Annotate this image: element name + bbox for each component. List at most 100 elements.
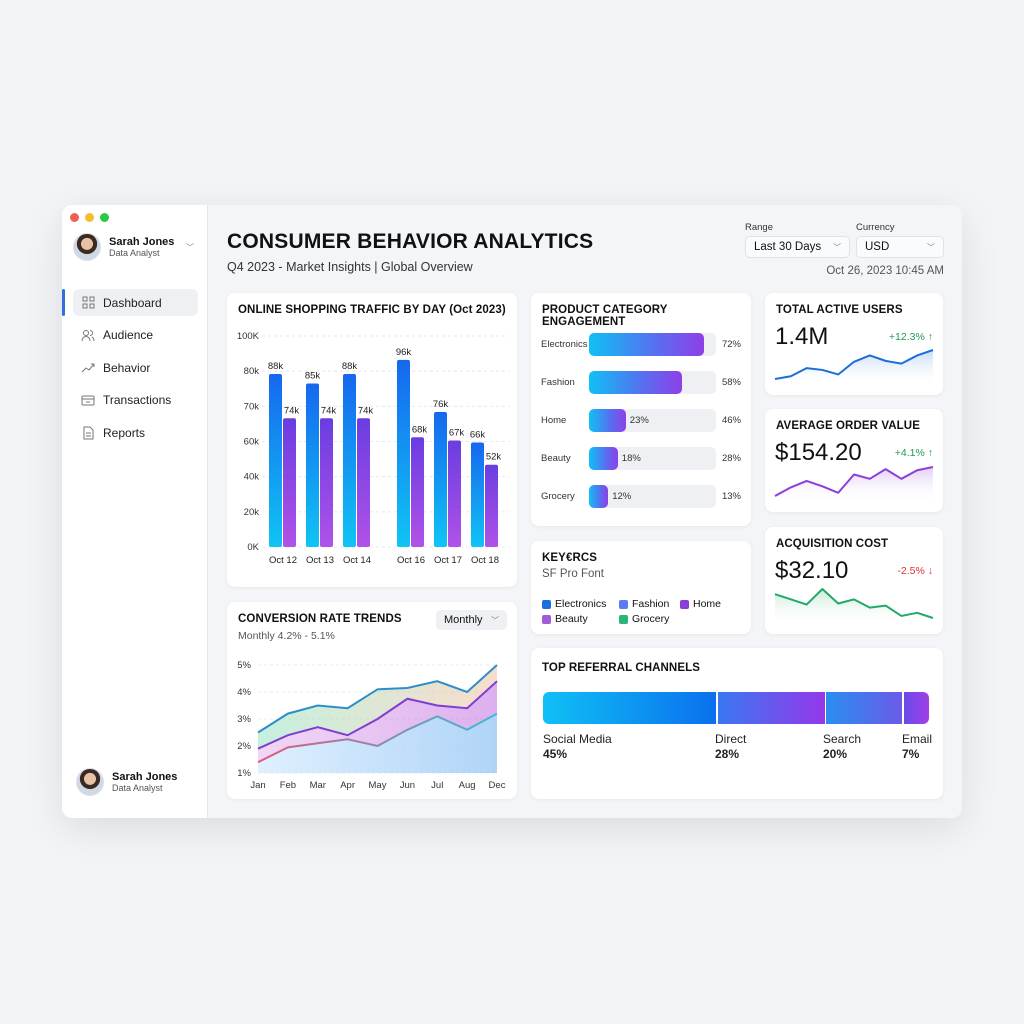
kpi-card-acquisition-cost: ACQUISITION COST $32.10 -2.5% ↓ xyxy=(765,527,943,634)
bar-fill xyxy=(589,333,705,356)
bar xyxy=(471,442,484,547)
channel-label: Search xyxy=(823,732,862,746)
bar-value-label: 58% xyxy=(721,377,741,388)
app-window: Sarah Jones Data Analyst ﹀ Dashboard Aud… xyxy=(62,205,962,818)
category-row: Home 23% 46% xyxy=(531,409,751,433)
document-icon xyxy=(81,426,95,440)
bar xyxy=(269,373,282,547)
kpi-value: $32.10 xyxy=(775,557,849,584)
x-tick-label: Apr xyxy=(340,780,355,791)
bar-inner-label: 12% xyxy=(612,491,632,502)
page-subtitle: Q4 2023 - Market Insights | Global Overv… xyxy=(227,260,473,274)
range-select[interactable]: Last 30 Days ﹀ xyxy=(745,236,850,258)
bar-value-label: 66k xyxy=(470,430,486,441)
card-title: ONLINE SHOPPING TRAFFIC BY DAY (Oct 2023… xyxy=(238,304,506,316)
channel-label: Social Media xyxy=(543,732,612,746)
y-tick-label: 0K xyxy=(247,542,259,553)
x-tick-label: Jun xyxy=(400,780,415,791)
kpi-card-order-value: AVERAGE ORDER VALUE $154.20 +4.1% ↑ xyxy=(765,409,943,512)
card-title: TOP REFERRAL CHANNELS xyxy=(542,662,701,674)
profile-role: Data Analyst xyxy=(109,248,160,258)
minimize-button[interactable] xyxy=(85,213,94,222)
profile-menu[interactable]: Sarah Jones Data Analyst ﹀ xyxy=(73,233,198,261)
page-title: CONSUMER BEHAVIOR ANALYTICS xyxy=(227,230,594,253)
area-band xyxy=(258,665,497,749)
channel-label: Email xyxy=(902,732,933,746)
y-tick-label: 70k xyxy=(244,401,260,412)
sidebar-item-transactions[interactable]: Transactions xyxy=(73,387,198,414)
category-row: Electronics 72% xyxy=(531,333,751,357)
sidebar-item-reports[interactable]: Reports xyxy=(73,419,198,446)
bar-value-label: 67k xyxy=(449,427,465,438)
chevron-down-icon: ﹀ xyxy=(927,242,935,252)
category-label: Fashion xyxy=(541,377,575,388)
kpi-value: 1.4M xyxy=(775,323,829,350)
series-line xyxy=(257,664,498,734)
segment-email xyxy=(903,692,930,724)
area-band xyxy=(258,681,497,763)
bar-fill xyxy=(589,485,609,508)
card-title: ACQUISITION COST xyxy=(776,538,889,550)
avatar xyxy=(76,768,104,796)
conversion-card: CONVERSION RATE TRENDS Monthly 4.2% - 5.… xyxy=(227,602,517,799)
sparkline xyxy=(774,466,934,504)
profile-name: Sarah Jones xyxy=(109,236,175,248)
x-tick-label: Aug xyxy=(459,780,476,791)
bar-value-label: 85k xyxy=(305,370,321,381)
card-title: KEY€RCS xyxy=(542,552,598,564)
conversion-area-chart: 1% 2% 3% 4% 5% Jan Feb Mar Apr May Jun Jul Aug Dec xyxy=(237,660,505,791)
x-tick-label: Oct 18 xyxy=(471,555,499,566)
trend-icon xyxy=(81,361,95,375)
category-row: Grocery 12% 13% xyxy=(531,485,751,509)
bar-fill xyxy=(589,371,682,394)
bar xyxy=(283,418,296,547)
legend-item-home: Home xyxy=(680,598,721,610)
bar xyxy=(320,418,333,547)
card-title: PRODUCT CATEGORY ENGAGEMENT xyxy=(542,304,668,328)
channel-label: Direct xyxy=(715,732,747,746)
card-icon xyxy=(81,393,95,407)
bar-value-label: 76k xyxy=(433,399,449,410)
y-tick-label: 3% xyxy=(237,714,251,725)
y-tick-label: 1% xyxy=(237,768,251,779)
legend-item-fashion: Fashion xyxy=(619,598,669,610)
bar-track xyxy=(589,485,716,508)
legend-item-beauty: Beauty xyxy=(542,613,588,625)
sidebar-item-audience[interactable]: Audience xyxy=(73,322,198,349)
bar xyxy=(357,418,370,547)
bar-value-label: 72% xyxy=(721,339,741,350)
sidebar-item-dashboard[interactable]: Dashboard xyxy=(73,289,198,316)
bar-value-label: 28% xyxy=(721,453,741,464)
chevron-down-icon: ﹀ xyxy=(491,615,499,625)
kpi-delta: +4.1% ↑ xyxy=(894,447,933,459)
y-tick-label: 100K xyxy=(237,331,260,342)
sidebar: Sarah Jones Data Analyst ﹀ Dashboard Aud… xyxy=(62,205,208,818)
segment-direct xyxy=(717,692,825,724)
kpi-value: $154.20 xyxy=(775,439,862,466)
sidebar-item-behavior[interactable]: Behavior xyxy=(73,354,198,381)
y-tick-label: 80k xyxy=(244,366,260,377)
channel-value: 7% xyxy=(902,747,920,761)
y-tick-label: 2% xyxy=(237,741,251,752)
footer-profile[interactable]: Sarah Jones Data Analyst xyxy=(76,768,177,796)
x-tick-label: Mar xyxy=(310,780,326,791)
x-tick-label: Feb xyxy=(280,780,296,791)
sidebar-item-label: Audience xyxy=(103,328,154,342)
kpi-delta: -2.5% ↓ xyxy=(897,565,933,577)
area-band xyxy=(258,713,497,773)
bar-value-label: 13% xyxy=(721,491,741,502)
chevron-down-icon: ﹀ xyxy=(833,242,841,252)
sparkline-line xyxy=(774,588,934,619)
period-select[interactable]: Monthly ﹀ xyxy=(436,610,507,630)
bar-value-label: 74k xyxy=(284,405,300,416)
sparkline-area xyxy=(775,350,933,387)
sparkline-area xyxy=(775,589,933,626)
close-button[interactable] xyxy=(70,213,79,222)
currency-select[interactable]: USD ﹀ xyxy=(856,236,944,258)
x-tick-label: Oct 14 xyxy=(343,555,371,566)
maximize-button[interactable] xyxy=(100,213,109,222)
segment-search xyxy=(826,692,903,724)
bar-fill xyxy=(589,447,618,470)
bar-inner-label: 23% xyxy=(629,415,649,426)
y-tick-label: 4% xyxy=(237,687,251,698)
